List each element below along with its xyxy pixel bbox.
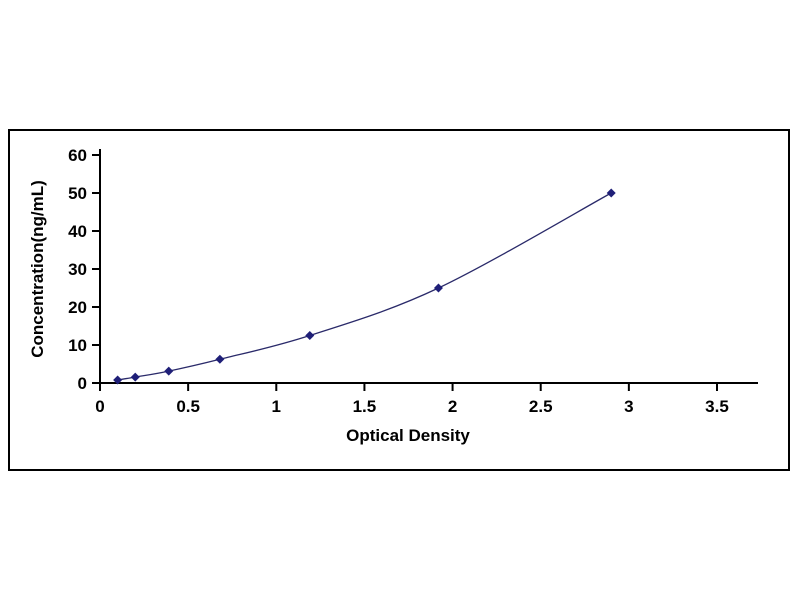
y-tick-label: 60 [68, 146, 87, 165]
y-tick-label: 0 [78, 374, 87, 393]
x-tick-label: 1.5 [353, 397, 377, 416]
x-tick-label: 3 [624, 397, 633, 416]
x-tick-label: 3.5 [705, 397, 729, 416]
y-tick-label: 50 [68, 184, 87, 203]
y-tick-label: 10 [68, 336, 87, 355]
data-point-marker [606, 188, 616, 198]
y-axis-label: Concentration(ng/mL) [28, 180, 47, 358]
data-point-marker [305, 331, 315, 340]
standard-curve-line [117, 192, 612, 381]
y-tick-label: 30 [68, 260, 87, 279]
plot-svg: 0 0.5 1 1.5 2 2.5 3 3.5 0 10 20 30 40 50 60 [68, 146, 758, 416]
data-point-marker [215, 354, 225, 364]
data-point-marker [433, 283, 443, 293]
x-tick-label: 0.5 [176, 397, 200, 416]
x-tick-label: 0 [95, 397, 104, 416]
x-tick-label: 1 [272, 397, 281, 416]
chart-frame: 0 0.5 1 1.5 2 2.5 3 3.5 0 10 20 30 40 50 60 Concentrat… [8, 129, 790, 471]
data-point-marker [164, 366, 174, 376]
y-tick-label: 20 [68, 298, 87, 317]
data-point-marker [130, 372, 140, 382]
data-point-marker [113, 375, 123, 385]
y-tick-label: 40 [68, 222, 87, 241]
x-tick-label: 2 [448, 397, 457, 416]
x-tick-label: 2.5 [529, 397, 553, 416]
x-axis-label: Optical Density [346, 426, 470, 445]
